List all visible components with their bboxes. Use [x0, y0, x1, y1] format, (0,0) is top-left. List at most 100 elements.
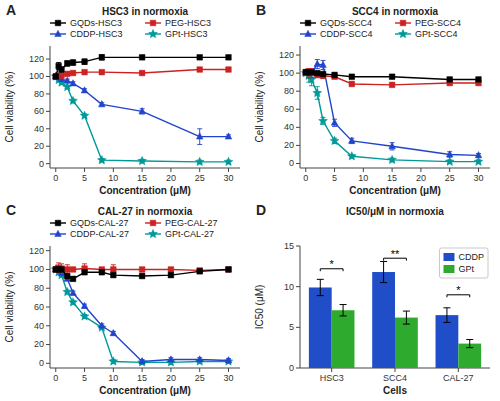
chart-title: SCC4 in normoxia — [352, 6, 439, 17]
marker — [64, 267, 70, 273]
marker — [64, 77, 71, 83]
marker — [224, 157, 233, 165]
error-bar — [59, 268, 64, 272]
marker — [69, 298, 78, 306]
legend-marker — [55, 220, 61, 226]
y-tick-label: 80 — [284, 86, 294, 96]
marker — [320, 71, 326, 77]
legend-swatch — [443, 253, 454, 261]
x-tick-label: 25 — [445, 173, 455, 183]
y-tick — [46, 269, 50, 270]
marker — [82, 69, 88, 75]
legend-label: GQDs-SCC4 — [320, 18, 372, 28]
error-bar — [321, 72, 326, 76]
panel-label: D — [256, 202, 266, 218]
legend-marker — [55, 30, 62, 36]
marker — [53, 74, 59, 80]
marker — [389, 143, 396, 149]
y-tick — [46, 76, 50, 77]
legend-marker — [149, 29, 158, 37]
y-tick-label: 0 — [289, 363, 294, 373]
x-tick — [363, 168, 364, 172]
x-axis-label: Concentration (μM) — [99, 185, 191, 196]
plot-area — [51, 263, 232, 366]
x-tick-label: 5 — [332, 173, 337, 183]
y-axis-line — [50, 46, 51, 168]
y-tick — [296, 163, 300, 164]
error-bar — [140, 268, 145, 272]
error-bar — [71, 268, 76, 272]
x-tick-label: 30 — [473, 173, 483, 183]
marker — [70, 80, 77, 86]
error-bar — [140, 274, 145, 278]
legend-label: CDDP — [458, 252, 484, 262]
x-tick — [228, 168, 229, 172]
x-tick — [305, 168, 306, 172]
marker — [349, 74, 355, 80]
series — [52, 266, 231, 364]
error-bar — [390, 75, 395, 79]
panel: BSCC4 in normoxiaConcentration (μM)Cell … — [254, 2, 490, 196]
y-tick-label: 80 — [34, 283, 44, 293]
chart-title: IC50/μM in normoxia — [346, 206, 444, 217]
x-tick-label: 20 — [416, 173, 426, 183]
series — [302, 60, 481, 158]
annotation: * — [330, 258, 335, 270]
y-tick — [46, 59, 50, 60]
legend-label: PEG-CAL-27 — [165, 218, 218, 228]
marker — [59, 73, 65, 79]
marker — [111, 272, 117, 278]
x-tick — [170, 368, 171, 372]
x-tick — [458, 368, 459, 372]
series — [51, 265, 232, 366]
error-bar — [226, 268, 231, 272]
legend-marker — [399, 29, 408, 37]
y-tick — [46, 363, 50, 364]
y-tick-label: 100 — [29, 71, 44, 81]
error-bar — [317, 279, 324, 295]
legend-label: GQDs-HSC3 — [70, 18, 122, 28]
figure: AHSC3 in normoxiaConcentration (μM)Cell … — [0, 0, 500, 401]
marker — [349, 81, 355, 87]
series-line — [306, 64, 479, 155]
series — [303, 69, 481, 82]
error-bar — [349, 75, 354, 79]
legend: GQDs-HSC3PEG-HSC3CDDP-HSC3GPt-HSC3 — [50, 18, 211, 39]
error-bar — [71, 60, 76, 65]
x-tick-label: 10 — [108, 373, 118, 383]
legend-swatch — [443, 265, 454, 273]
y-axis-label: IC50 (μM) — [254, 285, 265, 330]
y-tick — [46, 307, 50, 308]
marker — [97, 156, 106, 164]
marker — [168, 272, 174, 278]
marker — [99, 322, 106, 328]
error-bar — [466, 340, 473, 348]
x-axis-line — [50, 368, 240, 369]
error-bar — [403, 311, 410, 324]
marker — [168, 356, 175, 362]
x-axis-line — [50, 168, 240, 169]
error-bar — [309, 70, 314, 74]
x-tick — [228, 368, 229, 372]
x-tick — [199, 168, 200, 172]
marker — [349, 137, 356, 143]
marker — [82, 269, 88, 275]
y-tick — [296, 246, 300, 247]
legend-marker — [149, 229, 158, 237]
legend-label: GPt-SCC4 — [415, 29, 458, 39]
error-bar — [65, 274, 70, 278]
y-tick — [46, 146, 50, 147]
marker — [197, 67, 203, 73]
series-line — [56, 77, 229, 162]
legend-marker — [55, 230, 62, 236]
x-tick — [113, 168, 114, 172]
x-axis-line — [300, 168, 490, 169]
marker — [445, 157, 454, 165]
marker — [196, 133, 203, 139]
marker — [99, 69, 105, 75]
error-bar — [71, 277, 76, 281]
error-bar — [99, 270, 104, 274]
x-tick-label: 0 — [303, 173, 308, 183]
marker — [347, 152, 356, 160]
marker — [332, 72, 338, 78]
